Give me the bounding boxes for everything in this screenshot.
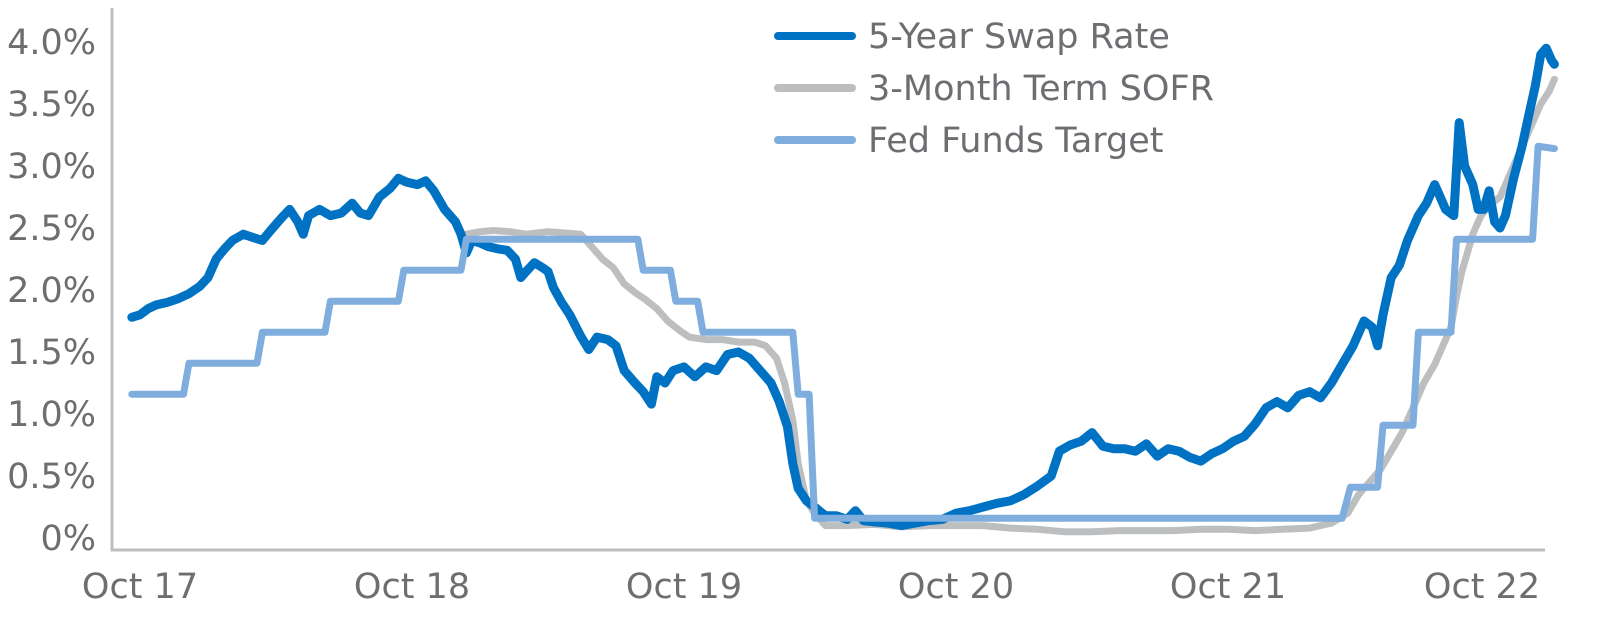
- y-tick-label: 2.5%: [7, 209, 96, 249]
- series-line-fed-funds-target: [128, 142, 1558, 522]
- y-axis-ticks: 4.0% 3.5% 3.0% 2.5% 2.0% 1.5% 1.0% 0.5% 0%: [7, 23, 96, 559]
- x-tick-label: Oct 20: [898, 567, 1014, 607]
- y-tick-label: 3.0%: [7, 147, 96, 187]
- x-tick-label: Oct 17: [82, 567, 198, 607]
- y-tick-label: 4.0%: [7, 23, 96, 63]
- y-tick-label: 1.0%: [7, 395, 96, 435]
- x-axis-ticks: Oct 17 Oct 18 Oct 19 Oct 20 Oct 21 Oct 22: [82, 567, 1540, 607]
- y-tick-label: 3.5%: [7, 85, 96, 125]
- legend-label: 3-Month Term SOFR: [868, 69, 1214, 109]
- series-group: [127, 43, 1559, 536]
- x-tick-label: Oct 21: [1170, 567, 1286, 607]
- series-line-3-month-term-sofr: [462, 75, 1558, 536]
- legend: 5-Year Swap Rate 3-Month Term SOFR Fed Fun…: [774, 17, 1214, 161]
- axis-lines: [110, 8, 1545, 552]
- legend-label: Fed Funds Target: [868, 121, 1164, 161]
- y-tick-label: 2.0%: [7, 271, 96, 311]
- x-tick-label: Oct 19: [626, 567, 742, 607]
- y-tick-label: 1.5%: [7, 333, 96, 373]
- series-line-5-year-swap-rate: [127, 43, 1559, 531]
- y-tick-label: 0.5%: [7, 457, 96, 497]
- y-tick-label: 0%: [40, 519, 96, 559]
- x-tick-label: Oct 18: [354, 567, 470, 607]
- x-tick-label: Oct 22: [1424, 567, 1540, 607]
- legend-label: 5-Year Swap Rate: [868, 17, 1170, 57]
